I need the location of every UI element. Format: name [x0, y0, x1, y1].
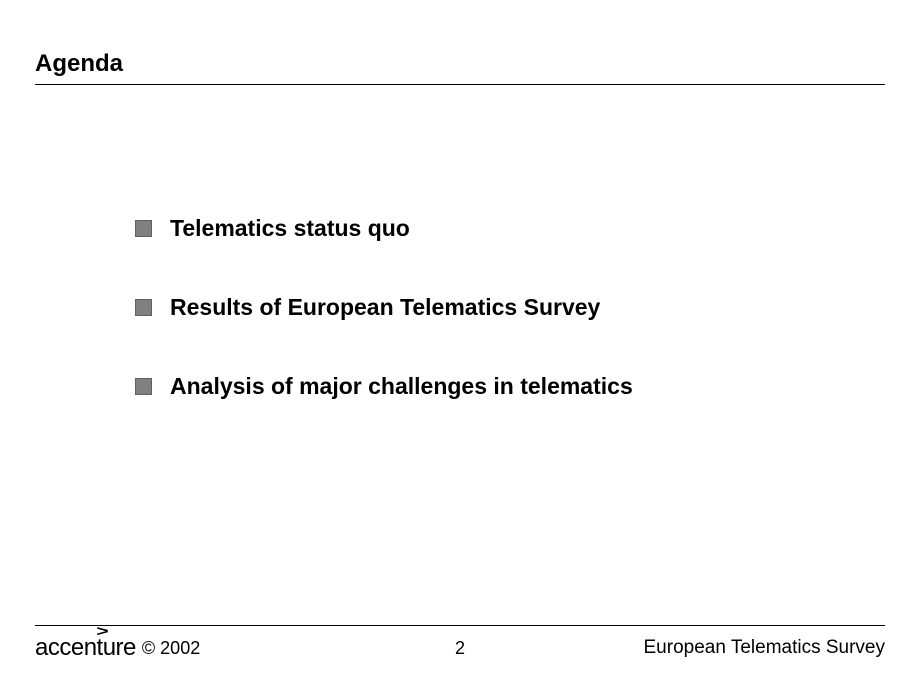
- bullet-text: Results of European Telematics Survey: [170, 294, 600, 321]
- footer-left: accenture > © 2002: [35, 634, 200, 662]
- bullet-square-icon: [135, 220, 152, 237]
- slide-footer: accenture > © 2002 2 European Telematics…: [35, 625, 885, 662]
- logo-caret-icon: >: [96, 623, 108, 640]
- accenture-logo: accenture >: [35, 634, 136, 662]
- bullet-item: Analysis of major challenges in telemati…: [135, 373, 885, 400]
- bullet-text: Analysis of major challenges in telemati…: [170, 373, 633, 400]
- bullet-square-icon: [135, 299, 152, 316]
- slide-title: Agenda: [35, 50, 885, 78]
- copyright-text: © 2002: [142, 638, 200, 659]
- title-area: Agenda: [35, 50, 885, 85]
- page-number: 2: [455, 638, 465, 659]
- bullet-square-icon: [135, 378, 152, 395]
- bullet-text: Telematics status quo: [170, 215, 410, 242]
- bullet-list: Telematics status quo Results of Europea…: [35, 215, 885, 400]
- bullet-item: Results of European Telematics Survey: [135, 294, 885, 321]
- footer-right-text: European Telematics Survey: [644, 637, 886, 659]
- logo-text: accenture: [35, 634, 136, 661]
- bullet-item: Telematics status quo: [135, 215, 885, 242]
- slide-container: Agenda Telematics status quo Results of …: [0, 0, 920, 690]
